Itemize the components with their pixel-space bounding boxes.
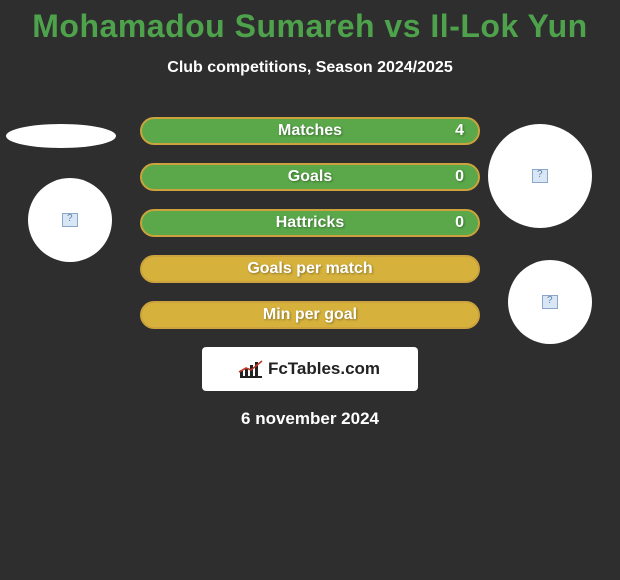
image-placeholder-icon (62, 213, 78, 227)
stat-bar: Goals per match (140, 255, 480, 283)
stat-bar-value: 4 (455, 122, 464, 140)
stat-bar-label: Matches (278, 122, 342, 140)
stat-bar-value: 0 (455, 214, 464, 232)
footer-date: 6 november 2024 (0, 409, 620, 429)
image-placeholder-icon (532, 169, 548, 183)
bar-chart-icon (240, 360, 262, 378)
decorative-ellipse (6, 124, 116, 148)
player-left-avatar (28, 178, 112, 262)
stat-bar-value: 0 (455, 168, 464, 186)
stat-bar: Hattricks 0 (140, 209, 480, 237)
stat-bar: Min per goal (140, 301, 480, 329)
player-right-avatar-2 (508, 260, 592, 344)
stat-bars: Matches 4 Goals 0 Hattricks 0 Goals per match M… (140, 117, 480, 329)
stat-bar-label: Hattricks (276, 214, 344, 232)
stat-bar: Goals 0 (140, 163, 480, 191)
stat-bar-label: Goals per match (247, 260, 372, 278)
branding-text: FcTables.com (268, 359, 380, 379)
stat-bar-label: Min per goal (263, 306, 357, 324)
branding-badge: FcTables.com (202, 347, 418, 391)
image-placeholder-icon (542, 295, 558, 309)
player-right-avatar-1 (488, 124, 592, 228)
page-title: Mohamadou Sumareh vs Il-Lok Yun (0, 0, 620, 45)
subtitle: Club competitions, Season 2024/2025 (0, 59, 620, 77)
stat-bar-label: Goals (288, 168, 332, 186)
stat-bar: Matches 4 (140, 117, 480, 145)
